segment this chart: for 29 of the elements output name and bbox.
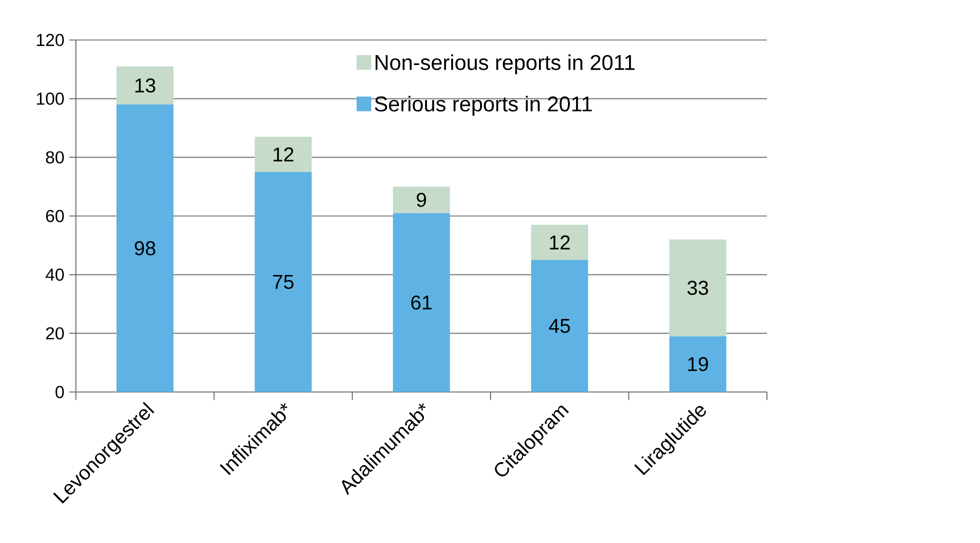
- data-label: 9: [416, 192, 426, 207]
- y-tick-label: 80: [46, 151, 64, 164]
- bar: [531, 260, 588, 392]
- bar: [669, 239, 726, 336]
- bar: [254, 172, 312, 392]
- data-label: 19: [688, 357, 708, 372]
- data-label: 12: [274, 147, 294, 162]
- data-label: 45: [548, 319, 570, 333]
- bar: [531, 224, 588, 260]
- y-tick-label: 20: [46, 327, 64, 340]
- bar: [669, 336, 726, 392]
- data-label: 12: [550, 235, 570, 250]
- bar: [392, 213, 450, 392]
- data-label: 13: [135, 78, 156, 93]
- data-label: 98: [134, 241, 156, 256]
- data-label: 61: [411, 295, 432, 310]
- y-tick-label: 0: [56, 386, 64, 398]
- y-tick-label: 120: [36, 34, 64, 46]
- data-label: 75: [273, 275, 294, 289]
- bar: [254, 136, 312, 172]
- bar: [392, 186, 450, 214]
- bar: [116, 104, 174, 392]
- legend-label: Serious reports in 2011: [374, 96, 592, 116]
- bar: [116, 66, 174, 105]
- data-label: 33: [687, 280, 708, 295]
- y-tick-label: 60: [46, 210, 64, 222]
- y-tick-label: 40: [46, 268, 64, 281]
- y-tick-label: 100: [36, 92, 64, 105]
- legend-label: Non-serious reports in 2011: [376, 54, 634, 74]
